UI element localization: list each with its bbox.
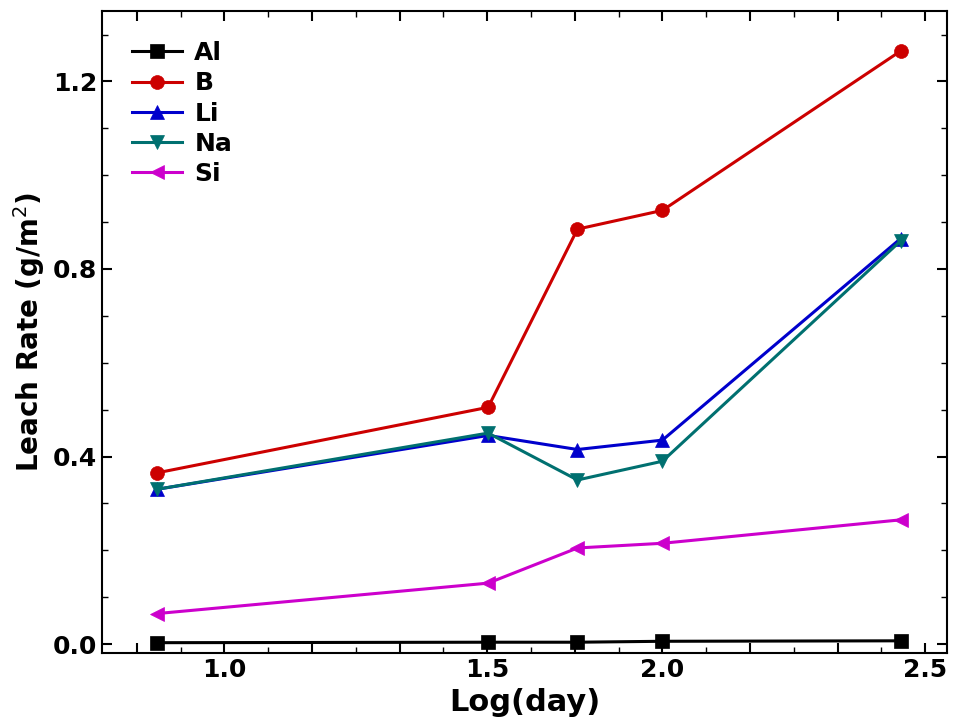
Li bbox=[482, 431, 494, 440]
Al bbox=[656, 637, 668, 646]
Li bbox=[895, 234, 906, 243]
Line: Na: Na bbox=[150, 234, 907, 496]
Legend: Al, B, Li, Na, Si: Al, B, Li, Na, Si bbox=[122, 31, 242, 196]
Li bbox=[656, 436, 668, 445]
Li bbox=[151, 485, 162, 494]
Al bbox=[895, 636, 906, 645]
Line: B: B bbox=[150, 44, 907, 480]
Line: Li: Li bbox=[150, 232, 907, 496]
Li bbox=[572, 445, 583, 454]
Al bbox=[151, 638, 162, 647]
B bbox=[895, 47, 906, 55]
B bbox=[572, 225, 583, 234]
X-axis label: Log(day): Log(day) bbox=[449, 688, 600, 717]
Al bbox=[482, 638, 494, 646]
Na bbox=[572, 475, 583, 484]
Si bbox=[656, 539, 668, 547]
Line: Al: Al bbox=[150, 634, 907, 649]
B bbox=[151, 469, 162, 478]
Al bbox=[572, 638, 583, 646]
Y-axis label: Leach Rate (g/m$^2$): Leach Rate (g/m$^2$) bbox=[12, 192, 47, 472]
B bbox=[482, 403, 494, 411]
Si bbox=[895, 515, 906, 524]
Na bbox=[895, 237, 906, 245]
Na bbox=[656, 457, 668, 466]
Line: Si: Si bbox=[150, 513, 907, 620]
B bbox=[656, 206, 668, 215]
Na bbox=[151, 485, 162, 494]
Si bbox=[482, 579, 494, 587]
Na bbox=[482, 429, 494, 438]
Si bbox=[572, 544, 583, 553]
Si bbox=[151, 609, 162, 618]
